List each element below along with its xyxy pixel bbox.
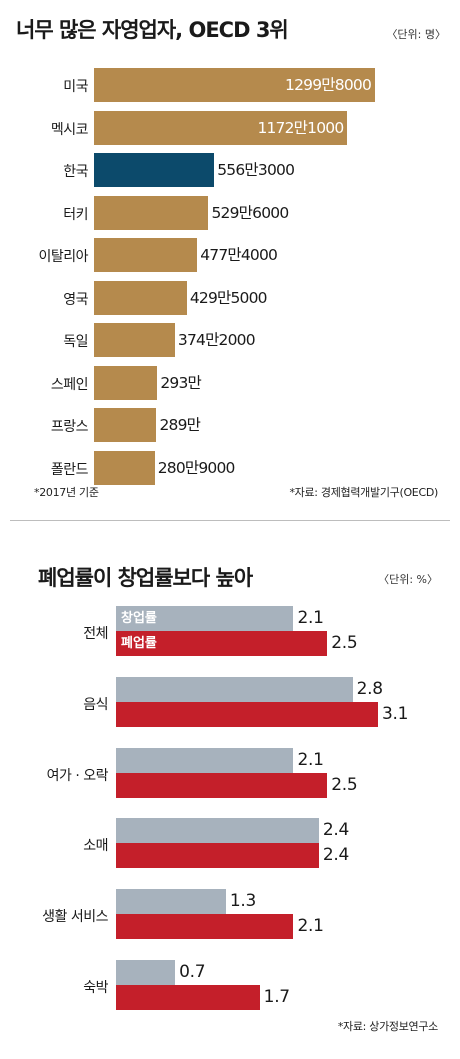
chart-2-bar-closure [116, 843, 319, 869]
chart-2-bar-startup [116, 747, 294, 773]
chart-2-bar-startup [116, 889, 226, 915]
chart-1-category-label: 한국 [63, 164, 88, 180]
chart-1-value-label: 477만4000 [200, 246, 278, 264]
chart-2-note-source: *자료: 상가정보연구소 [337, 1020, 438, 1033]
chart-2-value-label: 0.7 [179, 962, 206, 982]
chart-1-bar [94, 365, 158, 400]
chart-1-bar [94, 195, 209, 230]
chart-2-category-label: 여가 · 오락 [46, 767, 109, 784]
chart-2-bar-startup [116, 818, 319, 844]
chart-1-category-label: 스페인 [50, 376, 89, 393]
chart-1-category-label: 폴란드 [50, 461, 89, 478]
chart-1-value-label: 1172만1000 [257, 118, 344, 137]
chart-1-title: 너무 많은 자영업자, OECD 3위 [16, 18, 289, 42]
chart-1-bar [94, 238, 198, 272]
chart-2-bar-closure [116, 631, 328, 656]
chart-2-value-label: 2.4 [322, 820, 349, 841]
chart-1-bar [94, 110, 348, 145]
chart-1-category-label: 프랑스 [50, 419, 89, 435]
chart-1-value-label: 293만 [160, 373, 201, 392]
chart-1-bar [94, 323, 175, 357]
chart-2-value-label: 1.3 [229, 891, 256, 912]
chart-1-bar [94, 68, 375, 102]
chart-2-bar-startup [116, 960, 176, 985]
chart-2-value-label: 2.4 [322, 845, 349, 866]
chart-2-title: 폐업률이 창업률보다 높아 [38, 566, 253, 590]
chart-2-unit: 〈단위: %〉 [378, 573, 438, 586]
chart-2-category-label: 생활 서비스 [42, 909, 108, 926]
chart-1-category-label: 독일 [63, 334, 88, 350]
chart-2-bar-closure [116, 985, 260, 1010]
chart-2-value-label: 2.1 [297, 749, 324, 770]
chart-1-category-label: 이탈리아 [38, 249, 88, 265]
chart-1-bar [94, 408, 157, 442]
chart-1-value-label: 429만5000 [189, 288, 268, 307]
chart-2-value-label: 2.8 [356, 678, 383, 699]
chart-2-category-label: 소매 [83, 838, 108, 855]
chart-2-value-label: 1.7 [263, 987, 290, 1007]
chart-1-value-label: 556만3000 [217, 161, 295, 179]
chart-2-category-label: 전체 [83, 626, 108, 642]
chart-1-value-label: 529만6000 [211, 203, 289, 222]
chart-1-value-label: 289만 [159, 416, 201, 434]
chart-2-category-label: 음식 [83, 696, 108, 713]
chart-2-value-label: 2.1 [297, 916, 324, 937]
chart-1-bar [94, 153, 215, 187]
chart-2-value-label: 2.5 [331, 774, 358, 795]
chart-1-bar [94, 280, 187, 315]
chart-2-legend-startup: 창업률 [121, 611, 157, 626]
chart-2-bar-closure [116, 701, 378, 727]
chart-1-category-label: 미국 [63, 79, 88, 95]
chart-1-value-label: 280만9000 [157, 458, 236, 477]
chart-1-value-label: 374만2000 [177, 331, 256, 349]
chart-2-bar-startup [116, 676, 353, 702]
chart-2-bar-closure [116, 914, 294, 940]
chart-1-category-label: 영국 [63, 291, 88, 308]
chart-1-note-year: *2017년 기준 [34, 486, 99, 499]
section-divider [10, 520, 450, 521]
chart-2-category-label: 숙박 [83, 980, 108, 996]
chart-2-legend-closure: 폐업률 [121, 636, 157, 651]
chart-2-value-label: 2.5 [331, 633, 358, 653]
chart-1-unit: 〈단위: 명〉 [386, 28, 446, 41]
chart-1-bar [94, 450, 155, 485]
chart-1-category-label: 터키 [63, 206, 88, 223]
chart-2-bar-startup [116, 606, 294, 631]
chart-2-bar-closure [116, 772, 328, 798]
chart-1-category-label: 멕시코 [50, 121, 89, 138]
chart-1-value-label: 1299만8000 [285, 76, 372, 94]
chart-2-value-label: 3.1 [382, 703, 409, 724]
chart-2-value-label: 2.1 [297, 608, 324, 628]
chart-1-note-source: *자료: 경제협력개발기구(OECD) [289, 486, 438, 499]
